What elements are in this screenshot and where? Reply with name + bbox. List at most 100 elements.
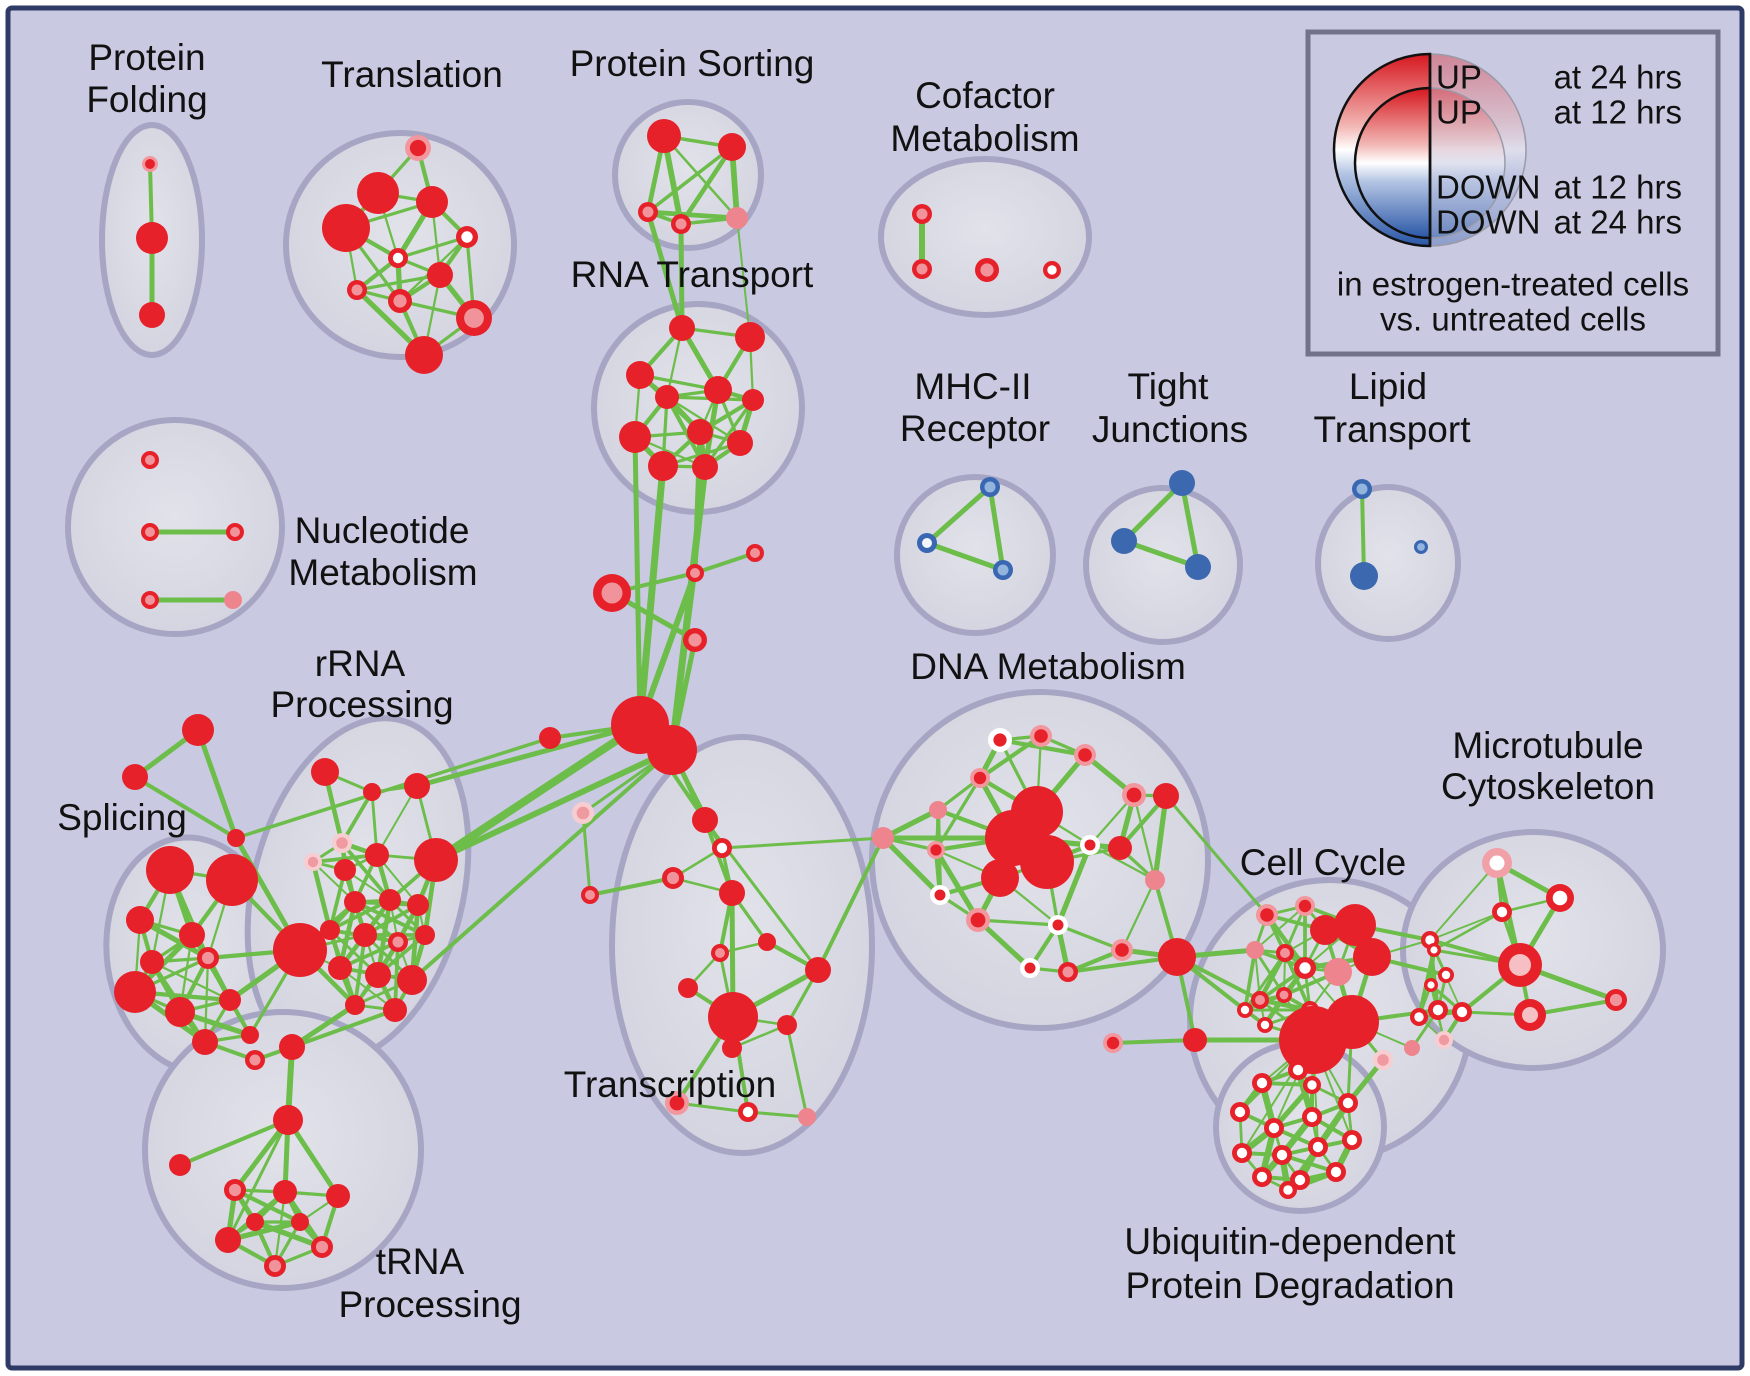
- node[interactable]: [1353, 938, 1391, 976]
- node[interactable]: [593, 574, 631, 612]
- node[interactable]: [1153, 783, 1179, 809]
- node[interactable]: [1605, 989, 1627, 1011]
- node[interactable]: [347, 280, 367, 300]
- node[interactable]: [655, 385, 679, 409]
- node[interactable]: [227, 829, 245, 847]
- node[interactable]: [273, 1105, 303, 1135]
- node[interactable]: [388, 932, 408, 952]
- node[interactable]: [1122, 783, 1146, 807]
- node[interactable]: [798, 1108, 816, 1126]
- node[interactable]: [383, 998, 407, 1022]
- node[interactable]: [1074, 744, 1096, 766]
- node[interactable]: [619, 421, 651, 453]
- node[interactable]: [273, 923, 327, 977]
- node[interactable]: [742, 389, 764, 411]
- node[interactable]: [326, 1184, 350, 1208]
- node[interactable]: [311, 758, 339, 786]
- node[interactable]: [379, 889, 401, 911]
- node[interactable]: [719, 880, 745, 906]
- node[interactable]: [738, 1102, 758, 1122]
- node[interactable]: [320, 920, 340, 940]
- node[interactable]: [1108, 836, 1132, 860]
- node[interactable]: [1272, 1145, 1292, 1165]
- node[interactable]: [1302, 1107, 1322, 1127]
- node[interactable]: [264, 1255, 286, 1277]
- node[interactable]: [141, 523, 159, 541]
- node[interactable]: [1310, 915, 1340, 945]
- node[interactable]: [146, 846, 194, 894]
- node[interactable]: [722, 1038, 742, 1058]
- node[interactable]: [169, 1154, 191, 1176]
- node[interactable]: [927, 841, 945, 859]
- node[interactable]: [711, 944, 729, 962]
- node[interactable]: [1326, 1162, 1346, 1182]
- node[interactable]: [1264, 1118, 1284, 1138]
- node[interactable]: [226, 523, 244, 541]
- node[interactable]: [388, 248, 408, 268]
- node[interactable]: [712, 838, 732, 858]
- node[interactable]: [1252, 1073, 1272, 1093]
- node[interactable]: [686, 564, 704, 582]
- node[interactable]: [1185, 554, 1211, 580]
- node[interactable]: [456, 226, 478, 248]
- node[interactable]: [224, 1179, 246, 1201]
- node[interactable]: [357, 172, 399, 214]
- node[interactable]: [1295, 896, 1315, 916]
- node[interactable]: [126, 906, 154, 934]
- node[interactable]: [1334, 904, 1376, 946]
- node[interactable]: [405, 135, 431, 161]
- node[interactable]: [1288, 1060, 1308, 1080]
- node[interactable]: [1404, 1040, 1420, 1056]
- node[interactable]: [245, 1050, 265, 1070]
- node[interactable]: [388, 289, 412, 313]
- node[interactable]: [1246, 941, 1264, 959]
- node[interactable]: [334, 859, 356, 881]
- node[interactable]: [1257, 1017, 1273, 1033]
- node[interactable]: [687, 419, 713, 445]
- node[interactable]: [1145, 870, 1165, 890]
- node[interactable]: [1492, 902, 1512, 922]
- node[interactable]: [1303, 1076, 1321, 1094]
- node[interactable]: [397, 965, 427, 995]
- node[interactable]: [704, 376, 732, 404]
- node[interactable]: [344, 891, 366, 913]
- node[interactable]: [414, 838, 458, 882]
- node[interactable]: [980, 477, 1000, 497]
- node[interactable]: [718, 133, 746, 161]
- node[interactable]: [1230, 1102, 1250, 1122]
- node[interactable]: [917, 533, 937, 553]
- node[interactable]: [197, 947, 219, 969]
- node[interactable]: [311, 1236, 333, 1258]
- node[interactable]: [1514, 999, 1546, 1031]
- node[interactable]: [273, 1180, 297, 1204]
- node[interactable]: [647, 725, 697, 775]
- node[interactable]: [1352, 479, 1372, 499]
- node[interactable]: [1424, 978, 1438, 992]
- node[interactable]: [353, 923, 377, 947]
- node[interactable]: [165, 997, 195, 1027]
- node[interactable]: [1325, 995, 1379, 1049]
- node[interactable]: [1080, 835, 1100, 855]
- node[interactable]: [735, 322, 765, 352]
- node[interactable]: [1276, 987, 1292, 1003]
- node[interactable]: [1252, 1167, 1272, 1187]
- node[interactable]: [708, 992, 758, 1042]
- node[interactable]: [727, 430, 753, 456]
- node[interactable]: [647, 119, 681, 153]
- node[interactable]: [648, 451, 678, 481]
- node[interactable]: [1232, 1143, 1252, 1163]
- node[interactable]: [415, 925, 435, 945]
- node[interactable]: [328, 956, 352, 980]
- node[interactable]: [1435, 1031, 1453, 1049]
- node[interactable]: [981, 859, 1019, 897]
- node[interactable]: [224, 591, 242, 609]
- node[interactable]: [1020, 835, 1074, 889]
- node[interactable]: [215, 1227, 241, 1253]
- node[interactable]: [206, 854, 258, 906]
- node[interactable]: [1276, 944, 1294, 962]
- node[interactable]: [572, 802, 594, 824]
- node[interactable]: [405, 336, 443, 374]
- node[interactable]: [1350, 562, 1378, 590]
- node[interactable]: [1452, 1002, 1472, 1022]
- node[interactable]: [665, 1091, 689, 1115]
